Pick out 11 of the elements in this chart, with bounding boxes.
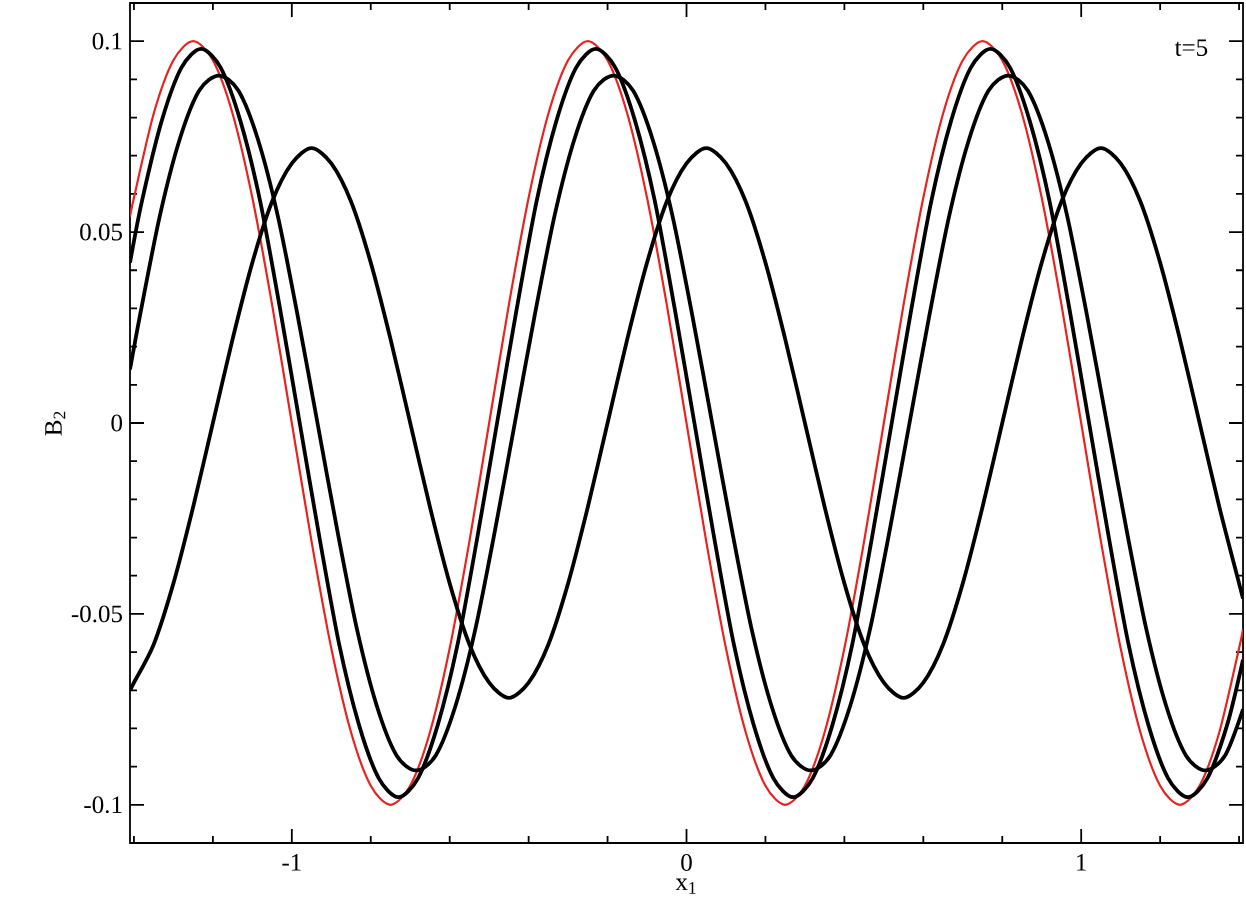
y-tick-label: 0.1	[92, 32, 122, 50]
x-tick-label: -1	[282, 854, 301, 871]
y-tick-label: 0	[111, 414, 123, 432]
x-tick-label: 0	[681, 854, 692, 871]
x-tick-label: 1	[1077, 854, 1086, 871]
y-tick-label: 0.05	[80, 223, 122, 241]
annotation: t=5	[1174, 39, 1208, 57]
x-axis-title: x$_{1}$	[675, 878, 696, 894]
y-axis-title: B$_{2}$	[45, 411, 66, 436]
y-tick-label: -0.1	[84, 796, 122, 814]
y-tick-label: -0.05	[71, 605, 122, 623]
